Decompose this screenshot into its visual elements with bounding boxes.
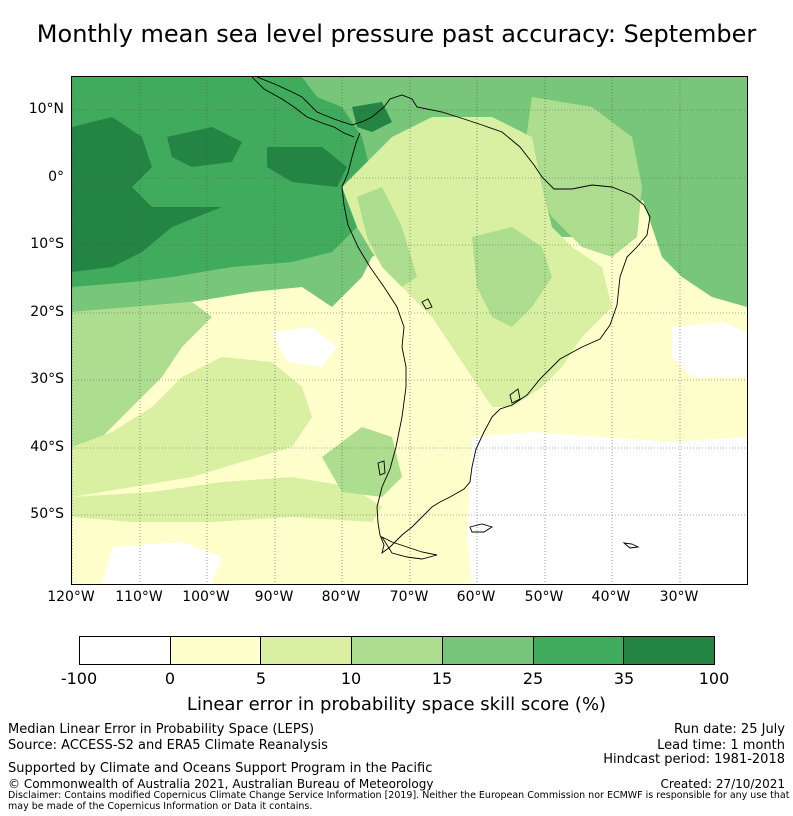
skill-region-white-pacific	[272, 327, 337, 367]
skill-region-35-100-pacific	[72, 117, 222, 272]
colorbar-segment-4	[442, 637, 534, 664]
falkland-islands	[469, 523, 494, 533]
colorbar-segment-3	[352, 637, 443, 664]
lon-label-120w: 120°W	[47, 589, 95, 605]
footer-created: Created: 27/10/2021	[660, 777, 785, 791]
footer-method: Median Linear Error in Probability Space…	[8, 722, 315, 737]
footer-hindcast: Hindcast period: 1981-2018	[603, 752, 785, 767]
colorbar-tick-25: 25	[522, 669, 544, 688]
lon-label-100w: 100°W	[182, 589, 230, 605]
footer-support: Supported by Climate and Oceans Support …	[8, 761, 433, 776]
central-america-coastline	[251, 77, 355, 138]
lon-label-90w: 90°W	[254, 589, 294, 605]
colorbar-segment-0	[80, 637, 171, 664]
footer-run-date: Run date: 25 July	[674, 722, 785, 737]
chiloe-island	[377, 460, 386, 476]
south-america-coastline	[256, 77, 651, 555]
colorbar-tick-10: 10	[340, 669, 362, 688]
skill-region-white-south-atlantic	[467, 432, 747, 584]
skill-region-white-east	[672, 322, 747, 377]
lon-label-80w: 80°W	[321, 589, 361, 605]
colorbar-tick-5: 5	[255, 669, 267, 688]
lagoa-dos-patos	[509, 388, 521, 404]
footer-source: Source: ACCESS-S2 and ERA5 Climate Reana…	[8, 738, 328, 753]
lake-titicaca	[421, 298, 433, 310]
lon-label-30w: 30°W	[659, 589, 699, 605]
lon-label-50w: 50°W	[524, 589, 564, 605]
colorbar-segment-6	[624, 637, 715, 664]
skill-region-35-100-central	[167, 127, 242, 167]
lat-label-0: 0°	[48, 169, 64, 185]
colorbar-segment-5	[533, 637, 625, 664]
skill-region-5-10-southern-ocean	[72, 477, 382, 522]
colorbar-tick-15: 15	[431, 669, 453, 688]
lat-label-20s: 20°S	[30, 304, 64, 320]
colorbar-tick-35: 35	[613, 669, 635, 688]
map-gridlines	[72, 77, 747, 584]
skill-score-map	[71, 76, 748, 585]
footer-copyright: © Commonwealth of Australia 2021, Austra…	[8, 777, 434, 791]
footer-lead-time: Lead time: 1 month	[657, 738, 785, 753]
colorbar	[79, 636, 715, 665]
lon-label-110w: 110°W	[115, 589, 163, 605]
tierra-del-fuego	[380, 535, 438, 560]
colorbar-tick-0: 0	[164, 669, 176, 688]
lat-label-40s: 40°S	[30, 439, 64, 455]
lat-label-30s: 30°S	[30, 371, 64, 387]
skill-region-35-100-east-pacific	[267, 147, 347, 187]
colorbar-segment-1	[170, 637, 262, 664]
colorbar-segment-2	[261, 637, 353, 664]
skill-region-10-15-peru	[357, 187, 417, 287]
skill-region-15-25-atlantic	[572, 77, 747, 307]
map-canvas	[72, 77, 747, 584]
colorbar-label: Linear error in probability space skill …	[186, 694, 607, 715]
south-georgia	[622, 542, 640, 549]
colorbar-tick-neg100: -100	[60, 669, 98, 688]
lon-label-60w: 60°W	[456, 589, 496, 605]
lon-label-40w: 40°W	[591, 589, 631, 605]
lat-label-10s: 10°S	[30, 236, 64, 252]
footer-disclaimer: Disclaimer: Contains modified Copernicus…	[8, 790, 790, 812]
skill-region-10-15-continent	[472, 227, 552, 327]
skill-region-white-southwest	[102, 542, 222, 584]
lon-label-70w: 70°W	[389, 589, 429, 605]
colorbar-tick-100: 100	[698, 669, 730, 688]
skill-region-5-10-south-pacific	[72, 357, 312, 497]
map-title: Monthly mean sea level pressure past acc…	[36, 20, 757, 48]
lat-label-50s: 50°S	[30, 506, 64, 522]
lat-label-10n: 10°N	[28, 101, 64, 117]
skill-region-10-15-south-pacific	[72, 302, 212, 447]
